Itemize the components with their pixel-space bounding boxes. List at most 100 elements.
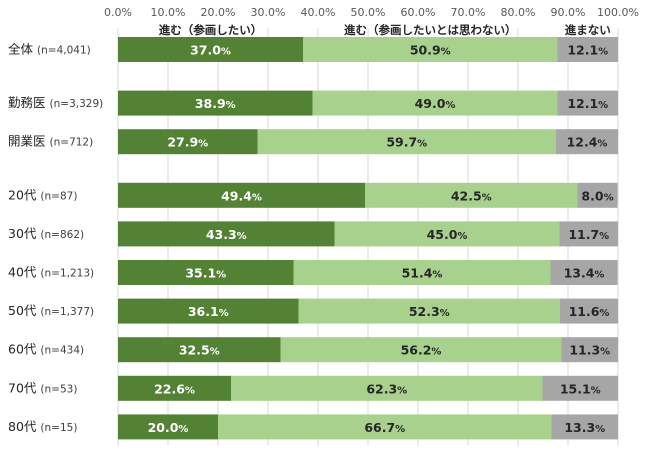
bar-segment	[551, 414, 618, 440]
category-n: (n=53)	[40, 383, 77, 395]
data-label: 43.3%	[206, 227, 247, 242]
data-label: 11.6%	[569, 304, 610, 319]
data-label-unit: %	[198, 139, 208, 150]
data-label: 45.0%	[427, 227, 468, 242]
data-label-value: 42.5	[451, 188, 482, 203]
data-label-value: 62.3	[366, 381, 397, 396]
x-tick-label: 20.0%	[201, 6, 236, 19]
data-label-unit: %	[595, 424, 605, 435]
data-label-value: 12.1	[567, 43, 598, 58]
category-n: (n=3,329)	[50, 98, 104, 110]
category-label: 全体 (n=4,041)	[8, 42, 91, 57]
bar-segment	[118, 221, 335, 247]
data-label-value: 27.9	[167, 135, 198, 150]
data-label: 8.0%	[581, 188, 613, 203]
bar-segment	[118, 182, 365, 208]
category-label: 80代 (n=15)	[8, 419, 77, 434]
bar-segment	[118, 298, 299, 324]
x-tick-label: 40.0%	[301, 6, 336, 19]
category-n: (n=4,041)	[37, 45, 91, 57]
bar-segment	[231, 375, 543, 401]
bar-segment	[556, 129, 618, 155]
data-label-value: 32.5	[179, 343, 210, 358]
data-label-unit: %	[441, 47, 451, 58]
data-label-unit: %	[431, 347, 441, 358]
category-n: (n=712)	[50, 137, 94, 149]
data-label: 35.1%	[185, 266, 226, 281]
data-label-unit: %	[178, 424, 188, 435]
data-label: 13.4%	[564, 266, 605, 281]
bar-segment	[118, 90, 313, 116]
x-tick-label: 10.0%	[151, 6, 186, 19]
data-label-value: 11.3	[569, 343, 600, 358]
data-label-value: 49.0	[415, 96, 446, 111]
data-label-value: 36.1	[188, 304, 219, 319]
x-tick-label: 60.0%	[401, 6, 436, 19]
data-label-value: 15.1	[560, 381, 591, 396]
data-label: 13.3%	[564, 420, 605, 435]
category-label: 30代 (n=862)	[8, 226, 84, 241]
data-label-value: 12.4	[567, 135, 598, 150]
data-label: 36.1%	[188, 304, 229, 319]
data-label: 49.0%	[415, 96, 456, 111]
data-label-unit: %	[395, 424, 405, 435]
data-label-value: 12.1	[567, 96, 598, 111]
data-label-unit: %	[445, 100, 455, 111]
data-label: 11.3%	[569, 343, 610, 358]
data-label-value: 13.4	[564, 266, 595, 281]
data-label-unit: %	[221, 47, 231, 58]
category-label: 50代 (n=1,377)	[8, 303, 94, 318]
data-label-unit: %	[210, 347, 220, 358]
category-name: 80代	[8, 419, 37, 434]
bar-segment	[257, 129, 556, 155]
data-label: 32.5%	[179, 343, 220, 358]
legend-label: 進む（参画したいとは思わない）	[344, 23, 517, 37]
data-label-value: 8.0	[581, 188, 603, 203]
bar-segment	[118, 260, 294, 285]
data-label-unit: %	[216, 270, 226, 281]
data-label-value: 11.7	[568, 227, 599, 242]
data-label-value: 50.9	[410, 43, 441, 58]
x-tick-label: 30.0%	[251, 6, 286, 19]
category-name: 60代	[8, 342, 37, 357]
bar-segment	[542, 375, 618, 401]
data-label-value: 22.6	[154, 381, 185, 396]
data-label-value: 11.6	[569, 304, 600, 319]
category-label: 60代 (n=434)	[8, 342, 84, 357]
data-label-unit: %	[417, 139, 427, 150]
category-name: 70代	[8, 380, 37, 395]
category-name: 40代	[8, 265, 37, 280]
x-tick-label: 80.0%	[501, 6, 536, 19]
x-tick-label: 50.0%	[351, 6, 386, 19]
data-label-unit: %	[599, 231, 609, 242]
data-label-unit: %	[432, 270, 442, 281]
data-label-unit: %	[591, 385, 601, 396]
data-label-value: 56.2	[401, 343, 432, 358]
bar-segment	[560, 298, 618, 324]
category-n: (n=1,213)	[40, 268, 94, 280]
bar-segment	[557, 37, 618, 62]
bar-segment	[293, 260, 551, 285]
data-label-value: 38.9	[195, 96, 226, 111]
data-label-unit: %	[599, 308, 609, 319]
data-label-unit: %	[237, 231, 247, 242]
category-label: 70代 (n=53)	[8, 380, 77, 395]
data-label: 11.7%	[568, 227, 609, 242]
bar-segment	[298, 298, 560, 324]
data-label: 50.9%	[410, 43, 451, 58]
data-label-value: 59.7	[386, 135, 417, 150]
bar-segment	[218, 414, 552, 440]
x-tick-label: 70.0%	[451, 6, 486, 19]
data-label-unit: %	[482, 192, 492, 203]
data-label-value: 51.4	[402, 266, 433, 281]
category-n: (n=87)	[40, 190, 77, 202]
bar-segment	[334, 221, 560, 247]
bar-segment	[118, 129, 258, 155]
data-label-unit: %	[226, 100, 236, 111]
data-label-unit: %	[604, 192, 614, 203]
category-label: 開業医 (n=712)	[8, 134, 93, 149]
data-label-unit: %	[219, 308, 229, 319]
data-label: 56.2%	[401, 343, 442, 358]
legend-label: 進む（参画したい）	[159, 23, 263, 37]
bar-segment	[559, 221, 618, 247]
